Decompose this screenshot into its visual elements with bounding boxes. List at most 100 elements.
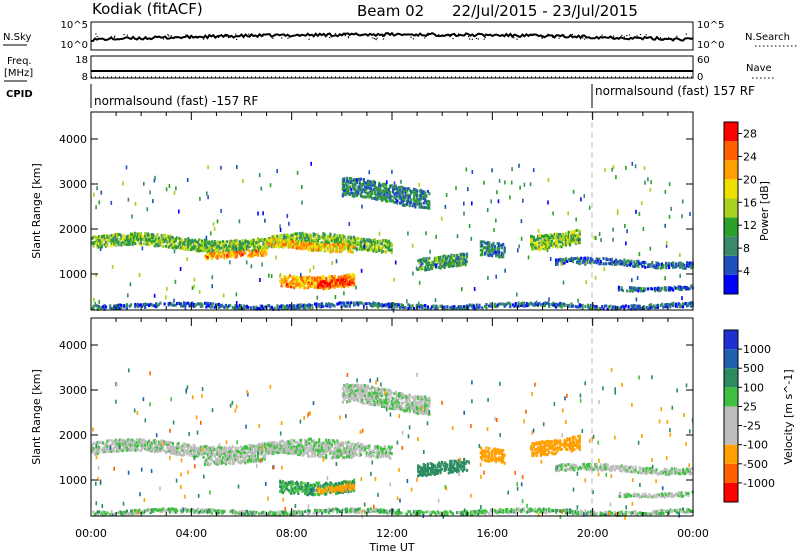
echo-cell	[383, 388, 386, 392]
echo-cell	[638, 304, 641, 308]
echo-cell	[458, 257, 462, 261]
echo-cell	[400, 201, 403, 205]
echo-cell	[199, 248, 202, 252]
echo-cell	[362, 448, 365, 452]
echo-cell	[258, 451, 261, 455]
echo-cell	[407, 303, 410, 307]
echo-cell	[556, 232, 559, 236]
echo-cell	[456, 264, 459, 268]
echo-cell	[366, 248, 370, 252]
echo-cell	[500, 302, 503, 306]
echo-cell	[244, 447, 247, 451]
echo-cell	[295, 483, 298, 487]
echo-cell	[633, 304, 636, 307]
echo-cell	[365, 451, 368, 455]
echo-cell	[353, 235, 356, 239]
echo-cell	[450, 262, 453, 266]
echo-cell	[648, 263, 651, 267]
echo-cell	[284, 305, 287, 308]
echo-cell	[304, 243, 307, 247]
echo-cell	[263, 455, 266, 459]
echo-cell	[457, 256, 460, 259]
echo-cell	[185, 444, 188, 448]
echo-cell	[376, 394, 379, 398]
echo-cell	[560, 259, 563, 263]
echo-cell	[295, 239, 298, 243]
echo-cell	[162, 234, 165, 238]
echo-cell	[291, 279, 294, 283]
echo-cell	[209, 452, 212, 456]
echo-cell	[433, 259, 436, 263]
echo-cell	[262, 454, 265, 458]
echo-cell	[252, 454, 255, 458]
echo-cell	[269, 238, 272, 242]
echo-cell	[227, 457, 230, 460]
echo-cell	[577, 257, 580, 261]
nsearch-point	[227, 37, 229, 39]
echo-cell	[348, 450, 351, 454]
echo-cell	[382, 184, 385, 188]
echo-cell	[134, 201, 137, 206]
echo-cell	[347, 189, 350, 193]
echo-cell	[386, 246, 389, 250]
echo-cell	[294, 243, 297, 246]
echo-cell	[587, 303, 590, 307]
echo-cell	[677, 285, 680, 289]
echo-cell	[241, 248, 244, 252]
echo-cell	[173, 237, 176, 241]
echo-cell	[534, 301, 537, 305]
echo-cell	[103, 307, 106, 311]
echo-cell	[438, 258, 441, 262]
echo-cell	[323, 282, 326, 285]
echo-cell	[111, 239, 115, 243]
echo-cell	[308, 282, 311, 286]
echo-cell	[368, 398, 371, 401]
echo-cell	[255, 249, 258, 253]
echo-cell	[262, 238, 265, 242]
echo-cell	[573, 230, 576, 234]
echo-cell	[611, 167, 613, 172]
echo-cell	[378, 451, 381, 455]
echo-cell	[298, 446, 301, 450]
nsearch-point	[95, 33, 97, 35]
echo-cell	[350, 239, 353, 243]
echo-cell	[539, 240, 542, 244]
echo-cell	[315, 448, 318, 452]
echo-cell	[231, 445, 234, 449]
echo-cell	[673, 285, 676, 289]
echo-cell	[279, 279, 282, 283]
echo-cell	[418, 194, 421, 197]
echo-cell	[92, 449, 95, 453]
echo-cell	[311, 490, 314, 494]
echo-cell	[171, 445, 174, 449]
echo-cell	[355, 389, 358, 393]
echo-cell	[344, 450, 347, 454]
echo-cell	[363, 244, 365, 249]
echo-cell	[135, 438, 138, 442]
echo-cell	[174, 237, 177, 241]
echo-cell	[219, 255, 222, 259]
echo-cell	[393, 181, 396, 186]
echo-cell	[353, 185, 356, 189]
echo-cell	[150, 236, 154, 239]
echo-cell	[355, 447, 358, 451]
echo-cell	[358, 390, 361, 394]
echo-cell	[578, 238, 581, 241]
echo-cell	[445, 256, 448, 260]
echo-cell	[219, 448, 222, 452]
echo-cell	[531, 242, 534, 246]
echo-cell	[240, 244, 243, 248]
echo-cell	[555, 302, 558, 306]
echo-cell	[188, 239, 191, 242]
echo-cell	[199, 451, 202, 455]
echo-cell	[468, 303, 471, 307]
echo-cell	[103, 447, 106, 451]
echo-cell	[386, 187, 389, 191]
nsearch-point	[645, 34, 647, 36]
echo-cell	[348, 273, 351, 277]
echo-cell	[309, 483, 312, 487]
echo-cell	[309, 446, 312, 450]
nsearch-point	[540, 34, 542, 36]
echo-cell	[316, 481, 319, 485]
echo-cell	[176, 452, 179, 456]
